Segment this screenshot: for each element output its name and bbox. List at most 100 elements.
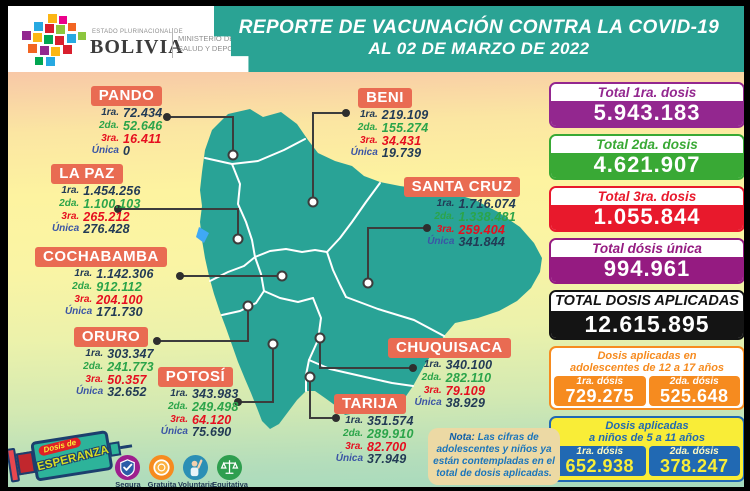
free-coin-icon [148, 454, 175, 481]
adolescents-dose1-cell: 1ra. dósis 729.275 [554, 376, 646, 406]
total-dose2-value: 4.621.907 [551, 153, 743, 178]
connector-lines [118, 112, 427, 419]
map-markers [227, 149, 374, 383]
dose3-label: 3ra. [101, 132, 119, 144]
adolescents-dose2-cell: 2da. dósis 525.648 [648, 376, 740, 406]
unica-label: Única [51, 223, 80, 235]
unica-value: 32.652 [107, 385, 147, 400]
adolescents-box-title: Dosis aplicadas en adolescentes de 12 a … [569, 350, 725, 374]
frame-bottom [0, 487, 750, 491]
dose3-label: 3ra. [85, 373, 104, 385]
dose2-label: 2da. [434, 210, 455, 222]
report-date: AL 02 DE MARZO DE 2022 [368, 39, 590, 58]
free-label: Gratuita [147, 480, 177, 489]
unica-label: Única [414, 397, 442, 409]
dose2-value: 52.646 [123, 118, 163, 133]
total-unique-dose-label: Total dósis única [551, 240, 743, 257]
unica-value: 19.739 [381, 146, 422, 161]
dose2-value: 289.910 [367, 426, 414, 441]
dose2-value: 249.498 [192, 399, 239, 414]
dose2-label: 2da. [167, 400, 188, 412]
dose1-value: 303.347 [107, 347, 154, 361]
report-title-banner: REPORTE DE VACUNACIÓN CONTRA LA COVID-19… [214, 6, 744, 72]
bolivia-coat-logo [22, 14, 86, 66]
equitable-label: Equitativa [212, 480, 248, 489]
unica-label: Única [160, 426, 188, 438]
dose1-label: 1ra. [360, 109, 378, 120]
dose1-label: 1ra. [85, 348, 104, 359]
voluntary-label: Voluntaria [177, 480, 215, 489]
total-dose2-box: Total 2da. dosis 4.621.907 [549, 134, 745, 180]
dept-tarija: TARIJA 1ra. 351.574 2da. 289.910 3ra. 82.70… [312, 394, 428, 466]
frame-right [744, 0, 750, 491]
dose1-value: 219.109 [381, 108, 429, 122]
dose1-value: 1.716.074 [458, 197, 516, 211]
total-dose3-value: 1.055.844 [551, 205, 743, 230]
dose1-label: 1ra. [423, 359, 442, 370]
dept-beni: BENI 1ra. 219.109 2da. 155.274 3ra. 34.431 … [325, 88, 445, 160]
unica-value: 38.929 [445, 396, 486, 411]
dept-chuquisaca: CHUQUISACA 1ra. 340.100 2da. 282.110 3ra. 7… [388, 338, 511, 411]
ministry-logo-box: ESTADO PLURINACIONAL DE BOLIVIA MINISTER… [8, 6, 254, 72]
dept-la-paz: LA PAZ 1ra. 1.454.256 2da. 1.100.103 3ra. 2… [22, 164, 152, 236]
dose1-value: 1.142.306 [96, 267, 154, 281]
dept-santa-cruz: SANTA CRUZ 1ra. 1.716.074 2da. 1.338.481 3… [399, 177, 525, 249]
total-dose3-label: Total 3ra. dosis [551, 188, 743, 205]
unica-label: Única [75, 386, 104, 398]
total-dose1-box: Total 1ra. dosis 5.943.183 [549, 82, 745, 128]
total-applied-doses-box: TOTAL DOSIS APLICADAS 12.615.895 [549, 290, 745, 340]
dose2-label: 2da. [59, 197, 80, 209]
dept-oruro: ORURO 1ra. 303.347 2da. 241.773 3ra. 50.357… [46, 327, 176, 399]
dose1-value: 340.100 [445, 358, 493, 372]
unica-value: 75.690 [192, 425, 232, 440]
dose3-value: 34.431 [381, 133, 422, 148]
total-dose1-value: 5.943.183 [551, 101, 743, 126]
dose3-value: 204.100 [96, 292, 143, 307]
dept-oruro-title: ORURO [73, 327, 149, 347]
dose2-label: 2da. [83, 360, 104, 372]
dept-pando-title: PANDO [90, 86, 163, 106]
total-unique-dose-value: 994.961 [551, 257, 743, 282]
dose3-value: 259.404 [458, 222, 506, 237]
dose2-value: 1.100.103 [83, 196, 141, 211]
unica-label: Única [427, 236, 455, 248]
dose1-label: 1ra. [61, 185, 80, 196]
dose2-label: 2da. [357, 121, 378, 133]
voluntary-person-icon [182, 454, 209, 481]
bolivia-country-shape [200, 109, 542, 429]
dose3-label: 3ra. [345, 440, 364, 452]
dose1-value: 1.454.256 [83, 184, 141, 198]
dose3-value: 265.212 [83, 209, 130, 224]
note-box: Nota: Las cifras de adolescentes y niños… [428, 428, 560, 485]
safe-label: Segura [115, 480, 141, 489]
children-doses-box: Dosis aplicadas a niños de 5 a 11 años 1… [549, 416, 745, 482]
dept-potosi: POTOSÍ 1ra. 343.983 2da. 249.498 3ra. 64.12… [133, 367, 258, 439]
total-dose3-box: Total 3ra. dosis 1.055.844 [549, 186, 745, 232]
dose2-label: 2da. [421, 371, 442, 383]
dept-tarija-title: TARIJA [333, 394, 407, 414]
dose1-value: 351.574 [367, 414, 414, 428]
unica-label: Única [91, 145, 119, 157]
total-dose1-label: Total 1ra. dosis [551, 84, 743, 101]
dose2-value: 155.274 [381, 120, 429, 135]
dept-cochabamba-title: COCHABAMBA [35, 247, 167, 267]
total-unique-dose-box: Total dósis única 994.961 [549, 238, 745, 284]
dose1-value: 72.434 [123, 106, 163, 120]
dose1-label: 1ra. [170, 388, 188, 399]
dose3-value: 82.700 [367, 439, 407, 454]
estado-plurinacional-text: ESTADO PLURINACIONAL DE [92, 29, 183, 35]
dose2-label: 2da. [98, 119, 119, 131]
dose2-value: 241.773 [107, 359, 154, 374]
dept-cochabamba: COCHABAMBA 1ra. 1.142.306 2da. 912.112 3ra… [35, 247, 167, 319]
dose3-label: 3ra. [61, 210, 80, 222]
dept-santa-cruz-title: SANTA CRUZ [403, 177, 521, 197]
total-applied-doses-value: 12.615.895 [551, 311, 743, 338]
lake-titicaca [196, 227, 209, 243]
connector-dots [114, 109, 431, 422]
dose3-label: 3ra. [436, 223, 455, 235]
report-title: REPORTE DE VACUNACIÓN CONTRA LA COVID-19 [238, 17, 720, 38]
dose1-label: 1ra. [101, 107, 119, 118]
dose3-label: 3ra. [74, 293, 93, 305]
